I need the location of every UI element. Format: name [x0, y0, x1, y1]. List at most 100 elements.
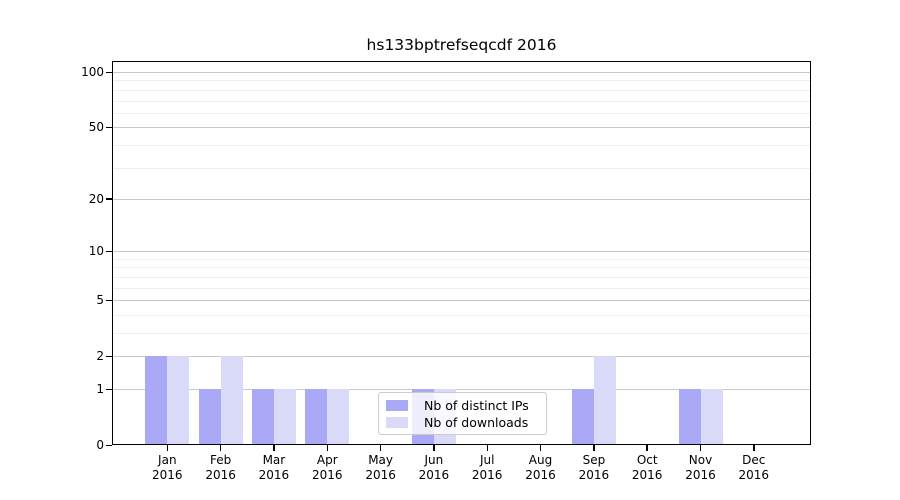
x-tick-mark	[166, 445, 169, 451]
minor-gridline	[113, 100, 810, 102]
bar-downloads	[700, 389, 723, 445]
x-tick-year: 2016	[738, 468, 770, 482]
x-tick-label: Mar 2016	[242, 453, 306, 483]
x-tick-label: Aug 2016	[509, 453, 573, 483]
x-tick-month: May	[368, 453, 393, 467]
y-tick-mark	[106, 299, 112, 302]
x-tick-year: 2016	[525, 468, 556, 482]
y-tick-mark	[106, 71, 112, 73]
x-tick-mark	[326, 445, 328, 451]
bar-downloads	[220, 356, 243, 445]
x-tick-label: Dec 2016	[722, 453, 786, 483]
minor-gridline	[113, 167, 810, 169]
y-tick-label: 50	[88, 120, 104, 135]
x-tick-mark	[433, 445, 435, 451]
x-tick-month: Dec	[742, 453, 766, 467]
x-tick-month: Aug	[528, 453, 553, 467]
y-tick-mark	[106, 198, 112, 200]
bar-downloads	[327, 389, 350, 445]
x-tick-year: 2016	[418, 468, 450, 482]
minor-gridline	[113, 287, 810, 289]
legend-item-downloads: Nb of downloads	[386, 415, 538, 430]
major-gridline	[113, 389, 810, 390]
y-tick-mark	[106, 126, 112, 129]
x-tick-label: May 2016	[349, 453, 413, 483]
bar-distinct-ips	[251, 389, 274, 445]
minor-gridline	[113, 314, 810, 316]
bar-downloads	[593, 356, 616, 445]
major-gridline	[113, 198, 810, 200]
x-tick-mark	[539, 445, 542, 451]
x-tick-mark	[593, 445, 595, 451]
bar-distinct-ips	[678, 389, 701, 445]
major-gridline	[113, 127, 810, 129]
x-tick-label: Feb 2016	[189, 453, 253, 483]
x-tick-label: Jun 2016	[402, 453, 466, 483]
x-tick-year: 2016	[258, 468, 290, 482]
major-gridline	[113, 356, 810, 358]
x-tick-label: Oct 2016	[615, 453, 679, 483]
y-tick-mark	[106, 250, 112, 253]
major-gridline	[113, 72, 810, 73]
y-tick-label: 2	[96, 349, 104, 364]
major-gridline	[113, 300, 810, 302]
minor-gridline	[113, 267, 810, 269]
x-tick-mark	[646, 445, 648, 451]
legend-label-distinct-ips: Nb of distinct IPs	[424, 398, 529, 413]
bar-distinct-ips	[305, 389, 328, 445]
x-tick-label: Jan 2016	[135, 453, 199, 483]
x-tick-year: 2016	[631, 468, 663, 482]
x-tick-month: Mar	[262, 453, 286, 467]
x-tick-label: Jul 2016	[455, 453, 519, 483]
x-tick-month: Nov	[688, 453, 713, 467]
y-tick-mark	[106, 355, 112, 358]
x-tick-year: 2016	[578, 468, 610, 482]
major-gridline	[113, 251, 810, 253]
bar-downloads	[273, 389, 296, 445]
bar-distinct-ips	[198, 389, 221, 445]
x-tick-month: Feb	[209, 453, 232, 467]
x-tick-year: 2016	[685, 468, 716, 482]
legend-swatch-downloads	[386, 417, 408, 428]
x-tick-month: Apr	[316, 453, 338, 467]
x-tick-month: Sep	[582, 453, 606, 467]
minor-gridline	[113, 144, 810, 146]
y-tick-label: 100	[81, 65, 104, 79]
legend-swatch-distinct-ips	[386, 400, 408, 411]
minor-gridline	[113, 276, 810, 278]
y-tick-label: 5	[96, 293, 104, 308]
y-tick-label: 0	[96, 438, 104, 452]
minor-gridline	[113, 333, 810, 334]
y-tick-label: 1	[96, 382, 104, 396]
x-tick-year: 2016	[365, 468, 396, 482]
y-tick-mark	[106, 444, 112, 446]
x-tick-month: Jul	[479, 453, 495, 467]
x-tick-year: 2016	[205, 468, 236, 482]
plot-frame	[112, 61, 811, 445]
x-tick-mark	[699, 445, 702, 451]
legend-label-downloads: Nb of downloads	[424, 415, 529, 430]
x-tick-label: Sep 2016	[562, 453, 626, 483]
minor-gridline	[113, 89, 810, 91]
x-tick-year: 2016	[471, 468, 503, 482]
y-tick-mark	[106, 388, 112, 390]
x-tick-mark	[753, 445, 755, 451]
x-tick-month: Jun	[424, 453, 444, 467]
minor-gridline	[113, 258, 810, 260]
x-tick-year: 2016	[152, 468, 183, 482]
minor-gridline	[113, 112, 810, 114]
x-tick-month: Oct	[636, 453, 658, 467]
x-tick-year: 2016	[312, 468, 343, 482]
y-tick-label: 10	[88, 244, 104, 259]
x-tick-mark	[486, 445, 488, 451]
x-tick-label: Nov 2016	[669, 453, 733, 483]
x-tick-mark	[219, 445, 222, 451]
x-tick-label: Apr 2016	[295, 453, 359, 483]
legend-item-distinct-ips: Nb of distinct IPs	[386, 398, 538, 413]
x-tick-month: Jan	[158, 453, 177, 467]
legend: Nb of distinct IPs Nb of downloads	[378, 392, 547, 435]
y-tick-label: 20	[88, 191, 104, 206]
minor-gridline	[113, 80, 810, 82]
bar-distinct-ips	[145, 356, 168, 445]
